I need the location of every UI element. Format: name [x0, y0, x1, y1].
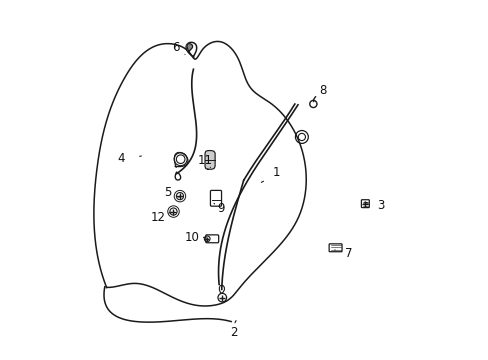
Text: 10: 10	[184, 231, 200, 244]
Polygon shape	[187, 44, 192, 51]
Text: 9: 9	[217, 202, 224, 215]
Polygon shape	[204, 150, 215, 169]
Text: 2: 2	[229, 326, 237, 339]
FancyBboxPatch shape	[205, 235, 218, 243]
FancyBboxPatch shape	[210, 190, 221, 206]
Text: 12: 12	[150, 211, 165, 224]
Text: 5: 5	[163, 186, 171, 199]
Text: 6: 6	[172, 41, 180, 54]
Text: 1: 1	[272, 166, 280, 179]
Text: 8: 8	[319, 84, 326, 97]
Text: 7: 7	[344, 247, 351, 260]
FancyBboxPatch shape	[328, 244, 341, 252]
FancyBboxPatch shape	[361, 200, 368, 208]
Text: 4: 4	[117, 152, 124, 165]
Text: 3: 3	[376, 199, 384, 212]
Text: 11: 11	[197, 154, 212, 167]
